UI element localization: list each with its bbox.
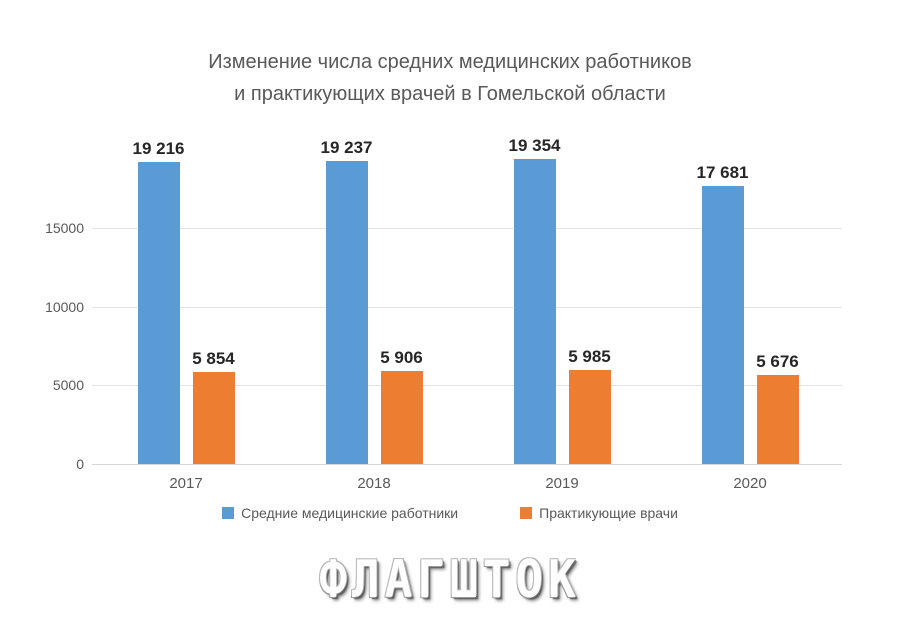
chart-title-line-2: и практикующих врачей в Гомельской облас… (234, 83, 666, 105)
data-label-series2-2020: 5 676 (756, 351, 799, 371)
data-label-series2-2017: 5 854 (192, 348, 235, 368)
bar-series2-2020 (756, 374, 799, 464)
gridline-5000 (92, 385, 842, 387)
x-axis-label-2019: 2019 (545, 475, 579, 492)
data-label-series2-2019: 5 985 (568, 346, 611, 366)
x-axis-label-2018: 2018 (357, 475, 391, 492)
bar-series1-2020 (701, 185, 744, 464)
chart-legend: Средние медицинские работники Практикующ… (0, 505, 900, 521)
bar-series2-2019 (568, 369, 611, 464)
y-axis-tick-0: 0 (76, 456, 84, 472)
data-label-series1-2019: 19 354 (508, 136, 561, 156)
x-axis-label-2017: 2017 (169, 475, 203, 492)
legend-item-nurses: Средние медицинские работники (222, 505, 458, 521)
legend-label-doctors: Практикующие врачи (539, 505, 678, 521)
data-label-series1-2017: 19 216 (132, 138, 185, 158)
gridline-10000 (92, 306, 842, 308)
legend-swatch-orange-icon (520, 507, 533, 519)
bar-series1-2018 (325, 161, 368, 464)
chart-title-line-1: Изменение числа средних медицинских рабо… (208, 51, 692, 73)
gridline-15000 (92, 227, 842, 229)
bar-series1-2019 (513, 159, 556, 464)
x-axis-line (92, 464, 842, 465)
legend-swatch-blue-icon (222, 507, 235, 519)
y-axis-tick-10000: 10000 (45, 298, 84, 315)
data-label-series1-2018: 19 237 (320, 138, 373, 158)
bar-series1-2017 (137, 161, 180, 464)
watermark-flagshtok: ФЛАГШТОК (319, 548, 581, 610)
bar-series2-2018 (380, 371, 423, 464)
legend-item-doctors: Практикующие врачи (520, 505, 678, 521)
x-axis-label-2020: 2020 (733, 475, 767, 492)
data-label-series2-2018: 5 906 (380, 348, 423, 368)
data-label-series1-2020: 17 681 (696, 162, 749, 182)
chart-title: Изменение числа средних медицинских рабо… (0, 46, 900, 110)
legend-label-nurses: Средние медицинские работники (241, 505, 459, 521)
y-axis-tick-5000: 5000 (52, 377, 84, 394)
y-axis-tick-15000: 15000 (45, 219, 84, 236)
bar-series2-2017 (192, 371, 235, 464)
